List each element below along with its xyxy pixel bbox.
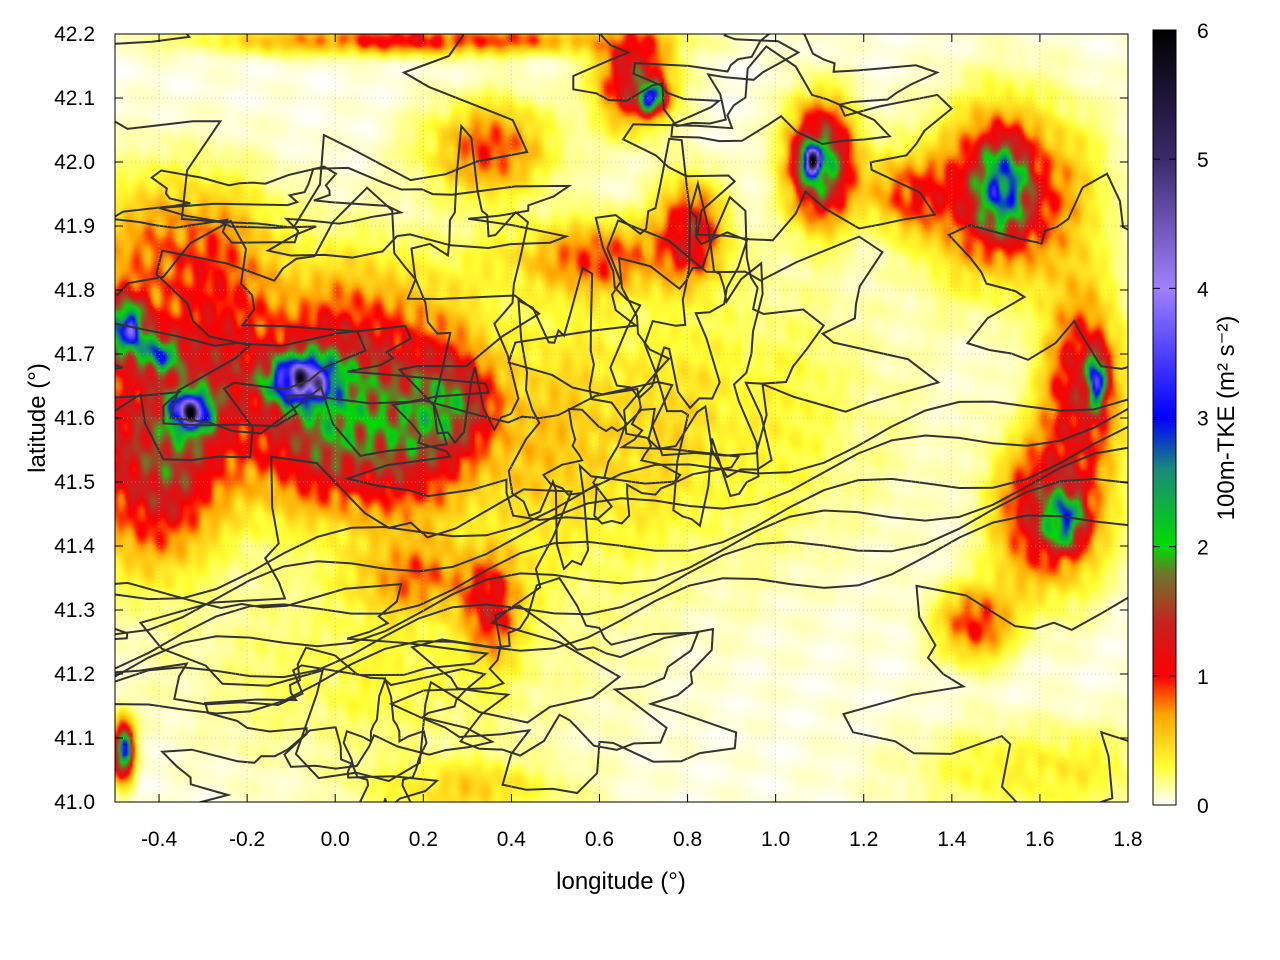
x-tick-label: 0.2 [409,828,438,851]
y-tick-label: 41.0 [54,791,95,814]
contour-line [621,45,954,242]
contour-line [617,195,826,479]
x-tick-label: 1.6 [1025,828,1054,851]
terrain-contour-lines [115,34,1128,802]
x-tick-label: 0.6 [585,828,614,851]
y-tick-label: 41.6 [54,407,95,430]
y-axis: 41.0 41.1 41.2 41.3 41.4 41.5 41.6 41.7 41.8 41.9… [54,23,1128,814]
plot-area [114,33,1129,803]
y-tick-label: 41.8 [54,279,95,302]
x-tick-label: 0.0 [321,828,350,851]
contour-line [632,34,940,146]
contour-line [159,726,440,802]
contour-line [115,408,1128,636]
contour-line [138,455,622,783]
y-tick-label: 41.3 [54,599,95,622]
x-tick-label: 1.2 [849,828,878,851]
contour-line [388,604,738,795]
colorbar-tick-label: 2 [1197,537,1209,560]
contour-line [947,172,1128,370]
contour-line [541,407,682,525]
contour-line [115,398,1128,601]
x-tick-label: 1.0 [761,828,790,851]
colorbar: 0 1 2 3 4 5 6 100m-TKE (m² s⁻²) [1152,20,1240,818]
x-tick-label: 1.4 [937,828,967,851]
contour-line [115,219,367,462]
contour-line [842,584,1128,802]
colorbar-ticks: 0 1 2 3 4 5 6 [1153,20,1209,818]
contour-line [507,219,941,457]
colorbar-tick-label: 3 [1197,408,1209,431]
contour-line [115,34,529,229]
contour-line [115,514,1128,715]
contour-line [594,137,749,410]
y-tick-label: 41.4 [54,535,95,558]
colorbar-label: 100m-TKE (m² s⁻²) [1213,316,1240,521]
x-tick-label: -0.4 [141,828,178,851]
x-axis: -0.4 -0.2 0.0 0.2 0.4 0.6 0.8 1.0 1.2 1.4 1.6 1.8 [141,34,1143,851]
x-tick-label: 0.4 [497,828,527,851]
y-tick-label: 42.2 [54,23,95,46]
contour-line [115,446,1128,678]
y-tick-label: 42.1 [54,87,95,110]
colorbar-tick-label: 4 [1197,278,1209,301]
y-tick-label: 41.5 [54,471,95,494]
y-axis-label: latitude (°) [24,363,51,473]
contour-line [572,34,801,128]
x-axis-label: longitude (°) [556,868,686,895]
contour-line [159,166,573,259]
y-tick-label: 41.9 [54,215,95,238]
y-tick-label: 42.0 [54,151,95,174]
contour-line [115,581,490,707]
y-tick-label: 41.7 [54,343,95,366]
y-tick-label: 41.2 [54,663,95,686]
contour-line [115,477,1128,683]
contour-line [344,387,741,521]
contour-line [643,179,764,528]
colorbar-tick-label: 0 [1197,795,1209,818]
y-tick-label: 41.1 [54,727,95,750]
colorbar-tick-label: 5 [1197,149,1209,172]
contour-line [115,322,491,428]
x-tick-label: 1.8 [1113,828,1142,851]
contour-line [342,676,428,802]
colorbar-tick-label: 1 [1197,666,1209,689]
colorbar-tick-label: 6 [1197,20,1209,43]
contour-line [115,426,1128,670]
contour-line [155,186,541,457]
x-tick-label: 0.8 [673,828,702,851]
x-tick-label: -0.2 [229,828,265,851]
